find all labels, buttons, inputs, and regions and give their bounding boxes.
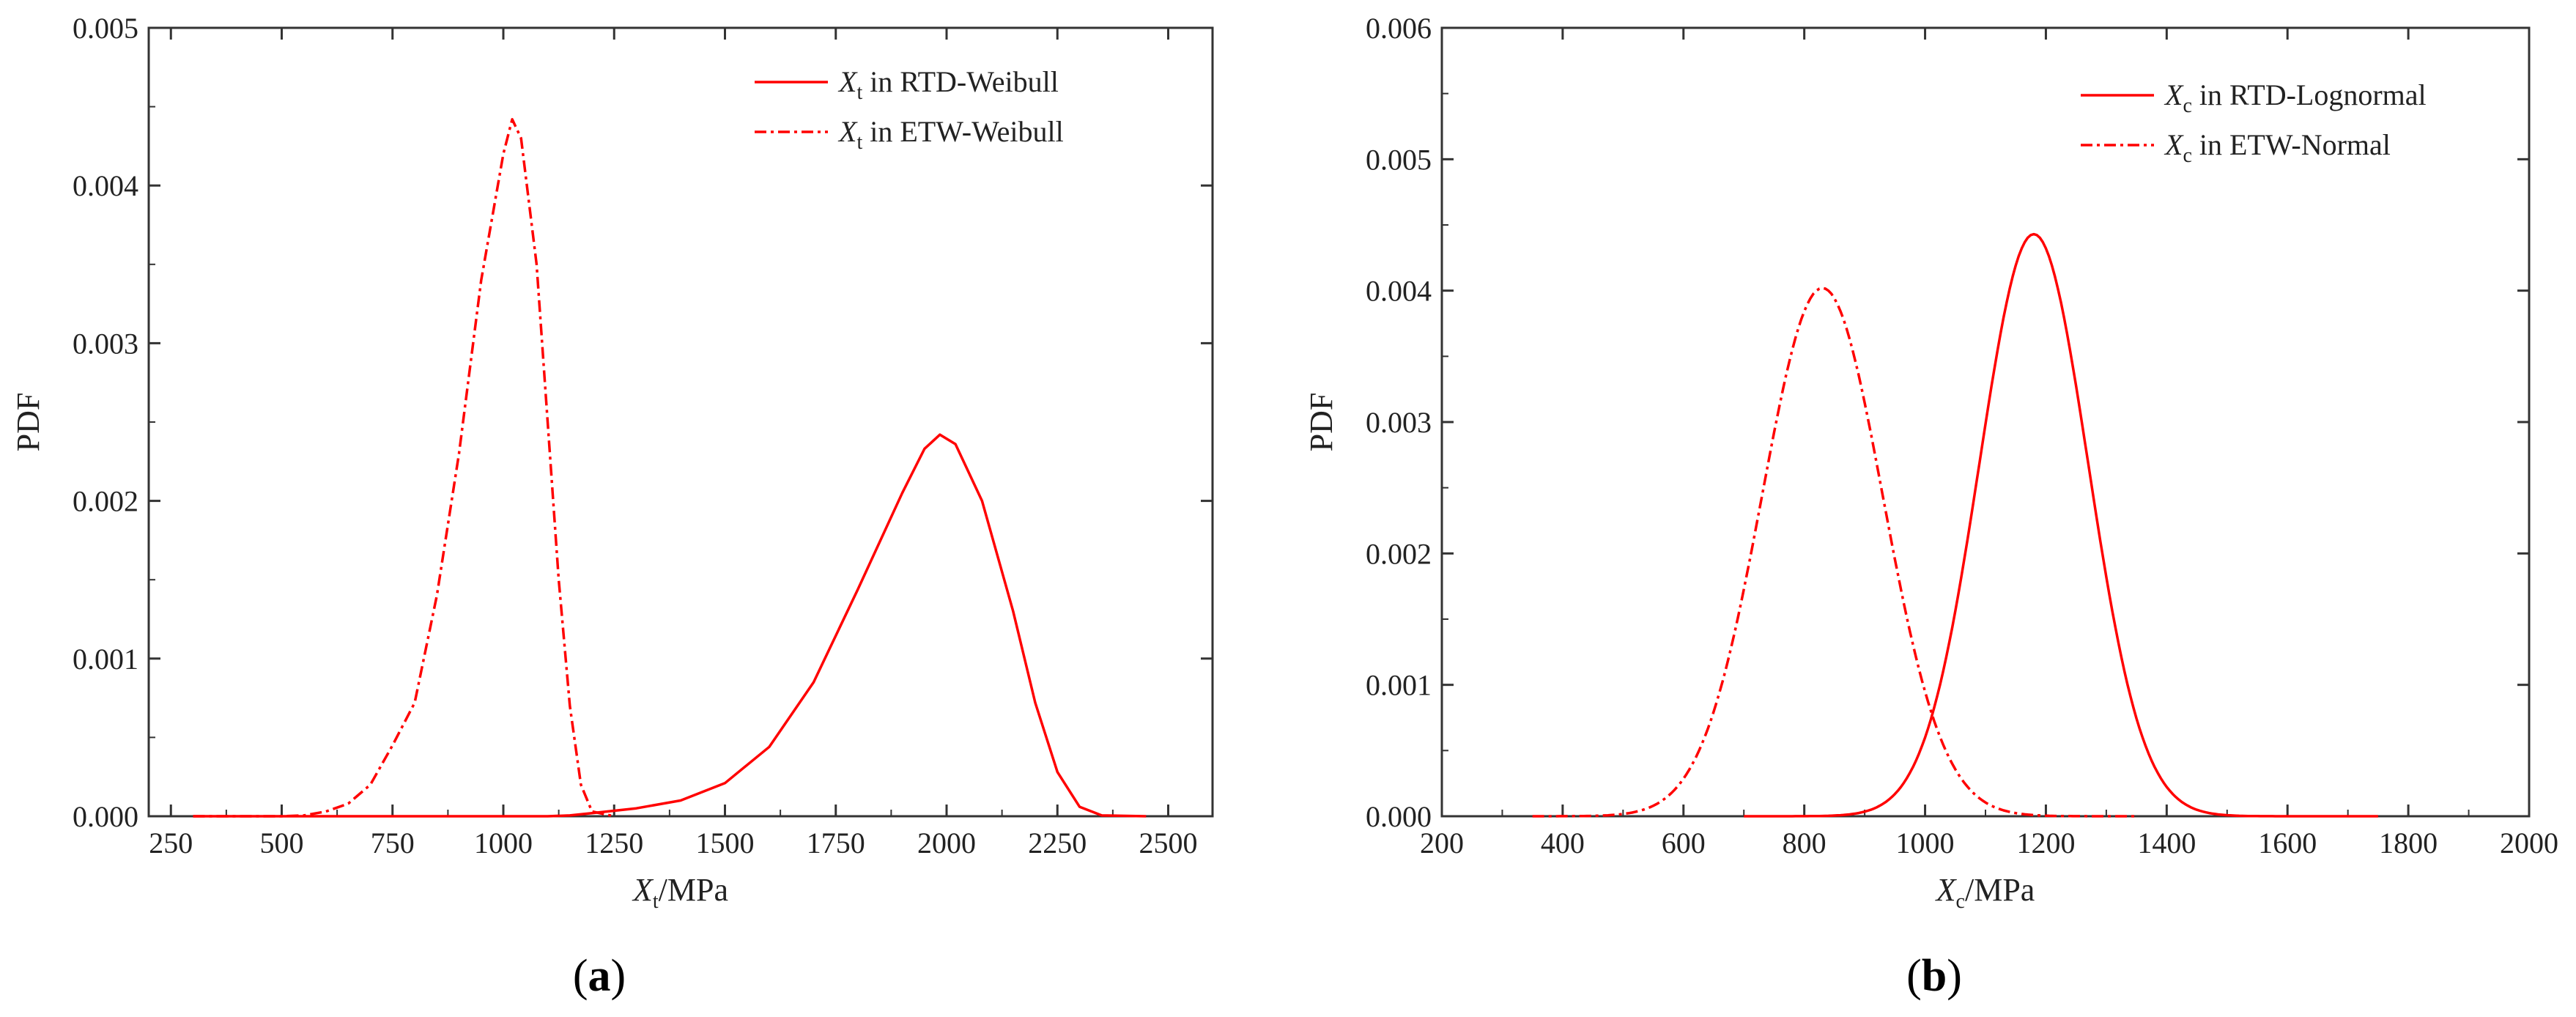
x-tick-label: 500 (260, 826, 304, 859)
y-tick-label: 0.000 (73, 800, 138, 833)
x-tick-label: 1250 (585, 826, 643, 859)
series-line-rtd-lognormal (1744, 232, 2378, 818)
legend-sub: t (856, 81, 862, 104)
x-axis-title-unit: /MPa (659, 872, 728, 908)
legend-sub: c (2183, 95, 2191, 117)
y-tick-label: 0.005 (73, 12, 138, 45)
y-tick-label: 0.006 (1366, 12, 1432, 45)
panel-label-open: ( (1906, 951, 1922, 1001)
y-tick-label: 0.001 (73, 643, 138, 676)
x-tick-label: 400 (1541, 826, 1585, 859)
x-tick-label: 750 (371, 826, 415, 859)
panel-label: (b) (1906, 951, 1962, 1001)
x-axis-title-sub: t (653, 890, 659, 913)
x-tick-label: 1750 (807, 826, 865, 859)
panel-label-open: ( (573, 951, 588, 1001)
x-tick-label: 600 (1662, 826, 1706, 859)
legend-text: in ETW-Weibull (862, 115, 1064, 148)
x-tick-label: 1500 (696, 826, 755, 859)
x-tick-label: 250 (149, 826, 193, 859)
legend-text: in ETW-Normal (2192, 128, 2391, 161)
legend-var: X (2164, 128, 2184, 161)
series-line-rtd-weibull (193, 433, 1147, 818)
x-tick-label: 1000 (1896, 826, 1955, 859)
x-axis-title: Xc/MPa (1935, 872, 2035, 913)
x-tick-label: 1000 (474, 826, 533, 859)
y-tick-label: 0.004 (73, 169, 138, 202)
chart-panel-a: 250 500 750 1000 1250 1500 1750 2000 2250 2500 0.0… (10, 12, 1214, 1001)
legend-text: in RTD-Lognormal (2192, 78, 2427, 111)
panel-label: (a) (573, 951, 626, 1001)
x-tick-label: 1600 (2258, 826, 2317, 859)
x-tick-label: 1800 (2379, 826, 2438, 859)
x-axis-title-var: X (1935, 872, 1958, 908)
series-line-etw-weibull (193, 118, 615, 818)
panel-label-close: ) (611, 951, 626, 1001)
y-tick-label: 0.004 (1366, 275, 1432, 308)
legend-entry: Xt in ETW-Weibull (837, 115, 1064, 154)
y-tick-label: 0.000 (1366, 800, 1432, 833)
legend-entry: Xc in ETW-Normal (2164, 128, 2391, 167)
series-line-etw-normal (1532, 286, 2137, 818)
x-axis-title-var: X (632, 872, 654, 908)
legend-var: X (837, 65, 858, 98)
x-axis-title-unit: /MPa (1965, 872, 2035, 908)
x-tick-label: 2500 (1139, 826, 1198, 859)
y-tick-label: 0.001 (1366, 669, 1432, 702)
legend-entry: Xc in RTD-Lognormal (2164, 78, 2427, 117)
legend-var: X (2164, 78, 2184, 111)
x-tick-label: 800 (1783, 826, 1826, 859)
legend-sub: c (2183, 144, 2191, 167)
x-tick-label: 2000 (917, 826, 976, 859)
panel-label-letter: b (1922, 951, 1947, 1001)
y-axis-title: PDF (1303, 393, 1339, 452)
legend-var: X (837, 115, 858, 148)
x-tick-label: 1400 (2137, 826, 2196, 859)
legend-entry: Xt in RTD-Weibull (837, 65, 1059, 104)
y-tick-label: 0.003 (73, 327, 138, 360)
y-tick-label: 0.005 (1366, 143, 1432, 176)
legend-text: in RTD-Weibull (862, 65, 1059, 98)
x-tick-label: 2250 (1028, 826, 1087, 859)
y-tick-label: 0.002 (1366, 537, 1432, 570)
panel-label-letter: a (588, 951, 611, 1001)
x-tick-label: 200 (1420, 826, 1464, 859)
y-axis-title: PDF (10, 393, 46, 452)
x-axis-title-sub: c (1956, 890, 1965, 913)
panel-label-close: ) (1947, 951, 1962, 1001)
y-tick-label: 0.003 (1366, 406, 1432, 439)
x-axis-title: Xt/MPa (632, 872, 728, 913)
x-tick-label: 1200 (2016, 826, 2075, 859)
x-tick-label: 2000 (2500, 826, 2558, 859)
y-tick-label: 0.002 (73, 485, 138, 518)
legend-sub: t (856, 131, 862, 154)
chart-panel-b: 200 400 600 800 1000 1200 1400 1600 1800 2000 0.00… (1303, 12, 2558, 1001)
